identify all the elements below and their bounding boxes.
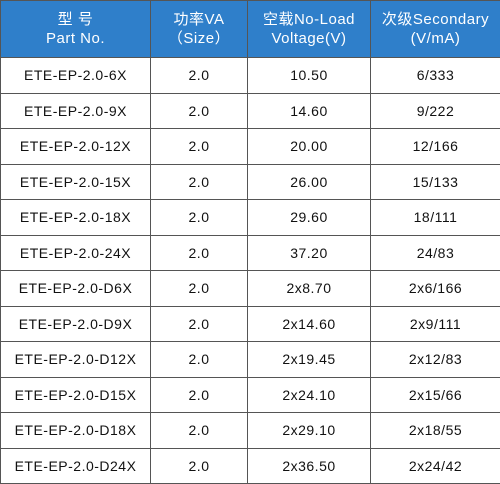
header-text: Part No. bbox=[1, 29, 150, 48]
table-cell: 2x12/83 bbox=[371, 342, 500, 378]
table-cell: 29.60 bbox=[248, 200, 371, 236]
table-cell: 2.0 bbox=[151, 413, 248, 449]
table-cell: 2x8.70 bbox=[248, 271, 371, 307]
table-cell: 2.0 bbox=[151, 377, 248, 413]
table-cell: ETE-EP-2.0-9X bbox=[1, 93, 151, 129]
table-cell: 2x24.10 bbox=[248, 377, 371, 413]
table-cell: ETE-EP-2.0-15X bbox=[1, 164, 151, 200]
table-cell: 2.0 bbox=[151, 306, 248, 342]
table-cell: 10.50 bbox=[248, 58, 371, 94]
table-cell: 6/333 bbox=[371, 58, 500, 94]
table-cell: 2x14.60 bbox=[248, 306, 371, 342]
table-cell: 24/83 bbox=[371, 235, 500, 271]
table-cell: 14.60 bbox=[248, 93, 371, 129]
header-text: 次级Secondary bbox=[371, 10, 500, 29]
table-cell: 2x15/66 bbox=[371, 377, 500, 413]
header-text: Voltage(V) bbox=[248, 29, 370, 48]
table-cell: 2.0 bbox=[151, 164, 248, 200]
header-cell: 次级Secondary(V/mA) bbox=[371, 1, 500, 58]
table-cell: 2x18/55 bbox=[371, 413, 500, 449]
header-text: 功率VA bbox=[151, 10, 247, 29]
header-text: 空载No-Load bbox=[248, 10, 370, 29]
table-cell: 12/166 bbox=[371, 129, 500, 165]
table-cell: 2x36.50 bbox=[248, 448, 371, 484]
table-cell: 2.0 bbox=[151, 93, 248, 129]
header-text: (V/mA) bbox=[371, 29, 500, 48]
header-text: 型 号 bbox=[1, 10, 150, 29]
table-cell: 15/133 bbox=[371, 164, 500, 200]
table-cell: 2.0 bbox=[151, 271, 248, 307]
table-cell: 2x29.10 bbox=[248, 413, 371, 449]
table-cell: ETE-EP-2.0-12X bbox=[1, 129, 151, 165]
table-cell: 2.0 bbox=[151, 448, 248, 484]
table-cell: 2.0 bbox=[151, 58, 248, 94]
table-cell: 2x6/166 bbox=[371, 271, 500, 307]
table-cell: ETE-EP-2.0-D6X bbox=[1, 271, 151, 307]
table-cell: ETE-EP-2.0-D24X bbox=[1, 448, 151, 484]
table-cell: ETE-EP-2.0-D9X bbox=[1, 306, 151, 342]
header-cell: 功率VA（Size） bbox=[151, 1, 248, 58]
table-cell: 2.0 bbox=[151, 235, 248, 271]
table-cell: 2.0 bbox=[151, 129, 248, 165]
table-cell: ETE-EP-2.0-D18X bbox=[1, 413, 151, 449]
table-cell: ETE-EP-2.0-24X bbox=[1, 235, 151, 271]
table-cell: 2.0 bbox=[151, 342, 248, 378]
table-cell: ETE-EP-2.0-18X bbox=[1, 200, 151, 236]
table-cell: 26.00 bbox=[248, 164, 371, 200]
table-cell: ETE-EP-2.0-D15X bbox=[1, 377, 151, 413]
table-cell: 2x19.45 bbox=[248, 342, 371, 378]
table-cell: 2.0 bbox=[151, 200, 248, 236]
table-cell: ETE-EP-2.0-6X bbox=[1, 58, 151, 94]
table-cell: 9/222 bbox=[371, 93, 500, 129]
table-cell: 2x24/42 bbox=[371, 448, 500, 484]
table-cell: 20.00 bbox=[248, 129, 371, 165]
table-cell: 2x9/111 bbox=[371, 306, 500, 342]
table-cell: 37.20 bbox=[248, 235, 371, 271]
table-cell: 18/111 bbox=[371, 200, 500, 236]
table-cell: ETE-EP-2.0-D12X bbox=[1, 342, 151, 378]
header-text: （Size） bbox=[151, 29, 247, 48]
